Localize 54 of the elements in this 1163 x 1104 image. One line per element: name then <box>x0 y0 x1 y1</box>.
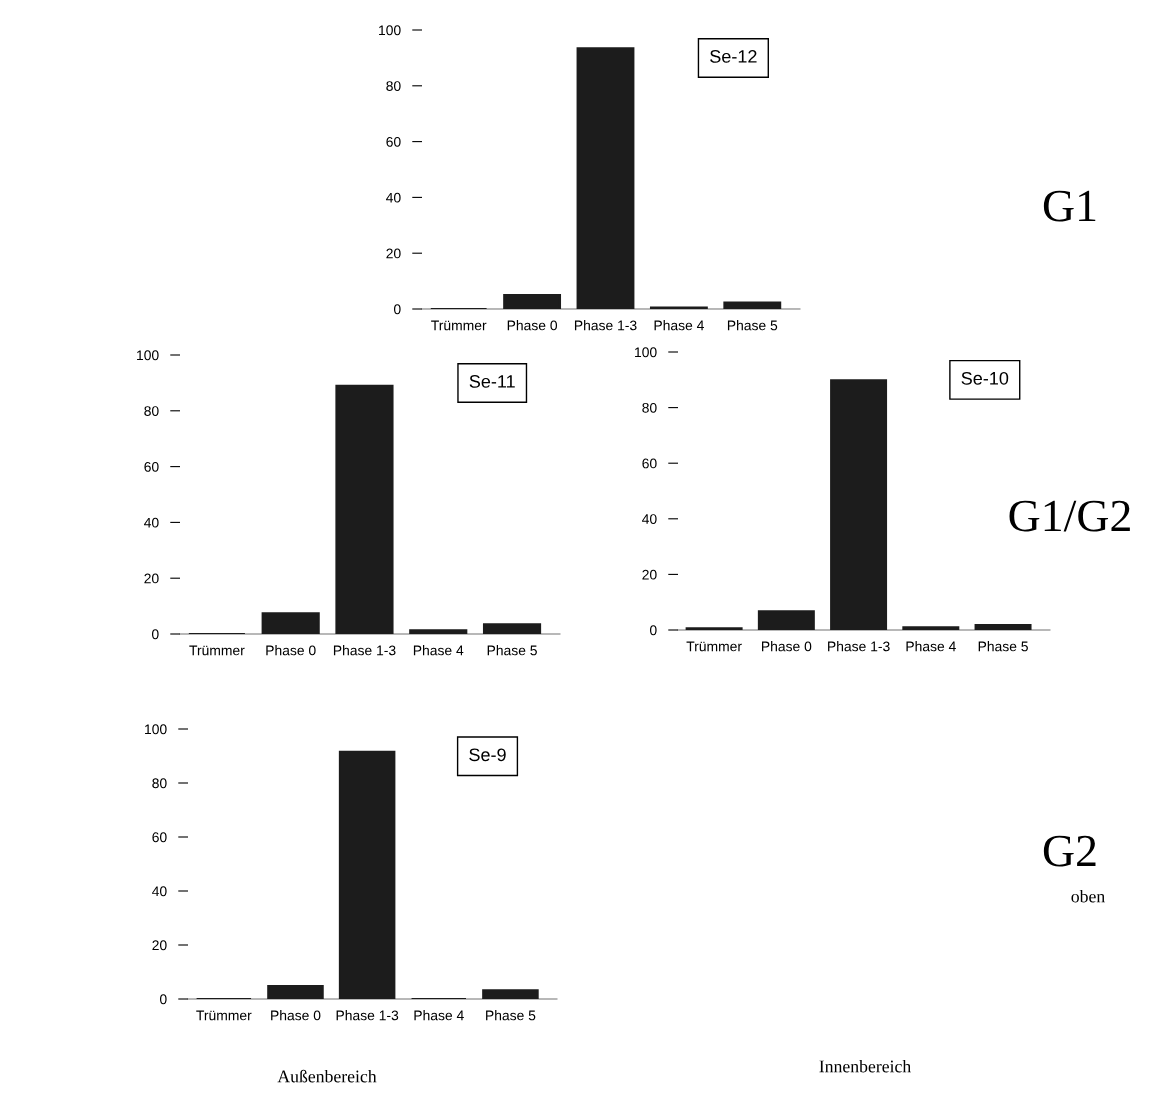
y-tick-label: 0 <box>393 304 401 315</box>
y-tick-label: 60 <box>642 458 657 469</box>
y-tick-label: 20 <box>144 573 159 584</box>
annotation: Se-12 <box>710 50 757 63</box>
y-tick-label: 80 <box>642 402 657 413</box>
y-tick-label: 20 <box>386 248 401 259</box>
y-tick-label: 80 <box>152 778 167 789</box>
x-tick-label: Trümmer <box>431 320 487 331</box>
x-tick-label: Phase 1-3 <box>336 1010 399 1021</box>
y-tick-label: 100 <box>379 25 401 36</box>
y-tick-label: 40 <box>144 517 159 528</box>
y-tick-label: 60 <box>386 136 401 147</box>
x-tick-label: Phase 4 <box>413 645 464 656</box>
x-tick-label: Trümmer <box>189 645 245 656</box>
annotation: Se-11 <box>469 375 515 388</box>
x-tick-label: Phase 1-3 <box>574 320 637 331</box>
text: oben <box>1071 889 1105 903</box>
y-tick-label: 60 <box>152 832 167 843</box>
x-tick-label: Phase 4 <box>414 1010 464 1021</box>
y-tick-label: 40 <box>386 192 401 203</box>
x-tick-label: Phase 4 <box>906 641 956 652</box>
annotation: Se-9 <box>469 748 506 762</box>
text: Außenbereich <box>277 1069 377 1083</box>
x-tick-label: Trümmer <box>686 641 742 652</box>
x-tick-label: Phase 0 <box>762 641 812 652</box>
x-tick-label: Phase 5 <box>978 641 1028 652</box>
x-tick-label: Phase 1-3 <box>828 641 890 652</box>
x-tick-label: Trümmer <box>196 1010 252 1021</box>
text: Innenbereich <box>819 1059 911 1073</box>
y-tick-label: 20 <box>642 569 657 580</box>
annotation: Se-10 <box>961 371 1009 385</box>
y-tick-label: 0 <box>151 629 159 640</box>
y-tick-label: 60 <box>144 461 159 472</box>
y-tick-label: 40 <box>152 886 167 897</box>
x-tick-label: Phase 0 <box>266 645 316 656</box>
annotation: G1/G2 <box>1009 500 1130 532</box>
y-tick-label: 0 <box>649 625 657 636</box>
x-tick-label: Phase 5 <box>486 1010 536 1021</box>
y-tick-label: 40 <box>642 514 657 524</box>
x-tick-label: Phase 1-3 <box>333 645 396 656</box>
x-tick-label: Phase 5 <box>727 320 778 331</box>
text: G1 <box>1043 190 1096 222</box>
x-tick-label: Phase 4 <box>654 320 704 331</box>
text: G2 <box>1043 835 1096 867</box>
x-tick-label: Phase 0 <box>507 320 558 331</box>
x-tick-label: Phase 5 <box>487 645 537 656</box>
y-tick-label: 20 <box>152 940 167 951</box>
y-tick-label: 80 <box>144 406 159 416</box>
x-tick-label: Phase 0 <box>271 1010 321 1021</box>
y-tick-label: 100 <box>137 350 159 361</box>
y-tick-label: 80 <box>386 81 401 91</box>
y-tick-label: 100 <box>145 724 167 735</box>
y-tick-label: 0 <box>159 994 167 1005</box>
y-tick-label: 100 <box>635 347 657 358</box>
